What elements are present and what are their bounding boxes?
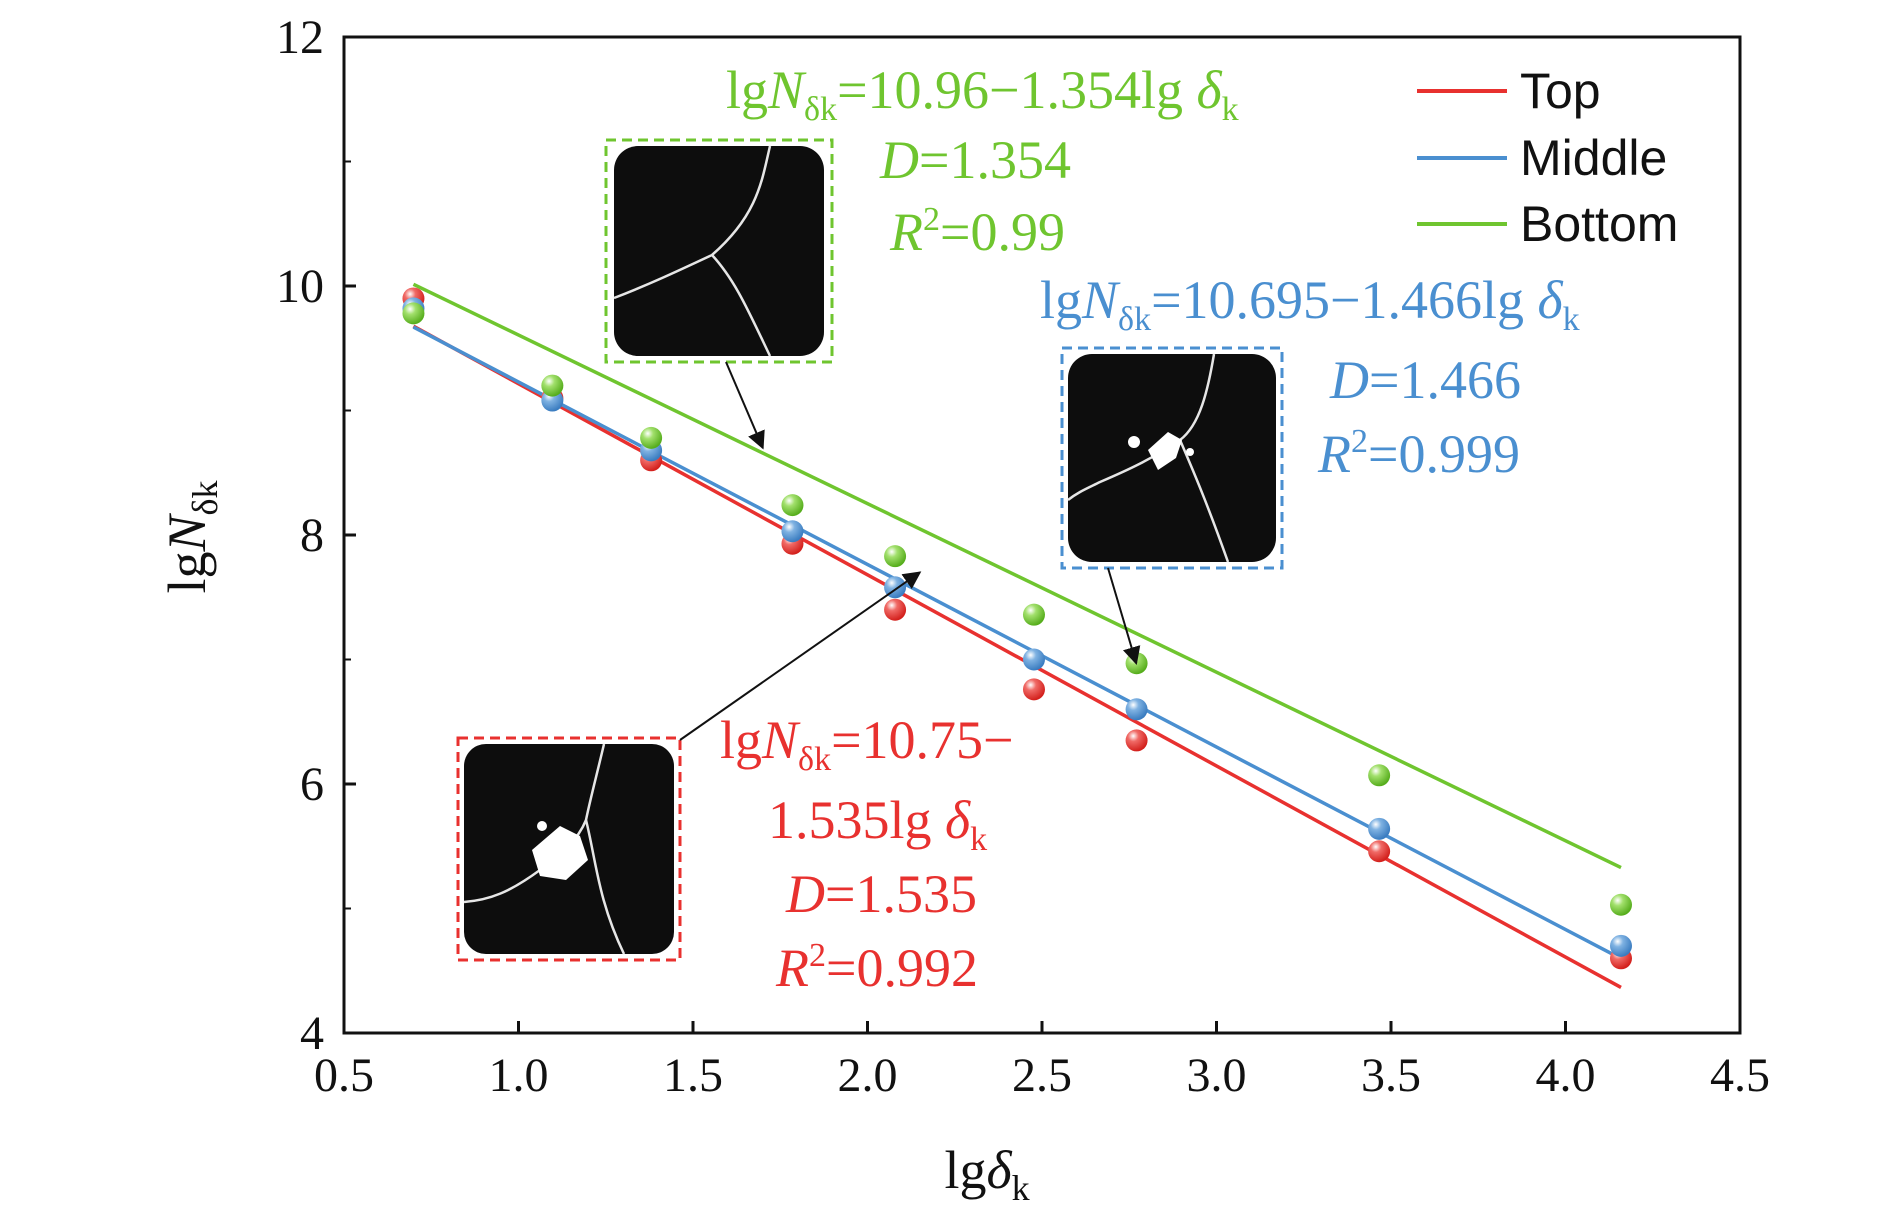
data-point-top [884,598,907,621]
legend-label-bottom: Bottom [1520,196,1678,252]
data-point-bottom [541,374,564,397]
data-point-middle [1609,934,1632,957]
data-point-bottom [781,494,804,517]
data-point-bottom [640,426,663,449]
y-tick-label: 4 [300,1007,324,1060]
legend-label-middle: Middle [1520,130,1667,186]
data-point-middle [1125,698,1148,721]
x-tick-label: 4.0 [1536,1049,1596,1102]
r-squared-middle: R2=0.999 [1317,423,1520,484]
bottom-crack-image [604,138,834,364]
annotation-bottom: lgNδk=10.96−1.354lg δk D=1.354 R2=0.99 [726,60,1239,262]
data-point-bottom [1368,764,1391,787]
data-point-bottom [402,302,425,325]
fractal-dimension-top: D=1.535 [785,864,977,924]
fit-lines [412,282,1622,989]
y-tick-label: 12 [276,11,324,64]
data-point-top [1368,840,1391,863]
x-tick-label: 3.0 [1187,1049,1247,1102]
x-tick-label: 1.5 [663,1049,723,1102]
equation-top-line2: 1.535lg δk [768,790,987,858]
x-tick-label: 2.5 [1012,1049,1072,1102]
annotation-middle: lgNδk=10.695−1.466lg δk D=1.466 R2=0.999 [1040,270,1580,484]
data-points [402,287,1632,970]
x-tick-label: 0.5 [314,1049,374,1102]
fit-line-middle [412,325,1622,961]
x-tick-label: 4.5 [1710,1049,1770,1102]
equation-bottom: lgNδk=10.96−1.354lg δk [726,60,1239,128]
arrow-middle-crack-image [1107,567,1141,665]
x-tick-label: 3.5 [1361,1049,1421,1102]
data-point-middle [1022,648,1045,671]
data-point-bottom [884,545,907,568]
fit-line-bottom [412,282,1622,870]
legend: Top Middle Bottom [1417,63,1678,252]
data-point-middle [1368,817,1391,840]
inset-arrows [679,361,1141,741]
fractal-dimension-middle: D=1.466 [1329,350,1521,410]
top-crack-image [456,736,682,962]
x-axis-title: lgδk [944,1140,1029,1208]
data-point-top [1022,678,1045,701]
x-axis-ticks: 0.5 1.0 1.5 2.0 2.5 3.0 3.5 4.0 4.5 [314,1021,1770,1102]
data-point-top [1125,729,1148,752]
equation-middle: lgNδk=10.695−1.466lg δk [1040,270,1580,338]
y-tick-label: 10 [276,260,324,313]
annotation-top: lgNδk=10.75− 1.535lg δk D=1.535 R2=0.992 [720,710,1014,998]
legend-label-top: Top [1520,63,1601,119]
fit-line-top [412,324,1622,989]
r-squared-top: R2=0.992 [775,937,978,998]
arrow-top-crack-image [679,571,922,741]
y-axis-ticks: 4 6 8 10 12 [276,11,356,1060]
r-squared-bottom: R2=0.99 [889,201,1065,262]
x-tick-label: 1.0 [489,1049,549,1102]
data-point-middle [781,520,804,543]
middle-crack-image [1060,346,1284,570]
data-point-bottom [1609,893,1632,916]
data-point-bottom [1125,652,1148,675]
arrow-bottom-crack-image [725,361,765,450]
x-tick-label: 2.0 [838,1049,898,1102]
y-tick-label: 6 [300,758,324,811]
fractal-dimension-bottom: D=1.354 [879,130,1071,190]
equation-top-line1: lgNδk=10.75− [720,710,1014,778]
data-point-bottom [1022,603,1045,626]
y-tick-label: 8 [300,509,324,562]
y-axis-title: lgNδk [157,480,225,593]
